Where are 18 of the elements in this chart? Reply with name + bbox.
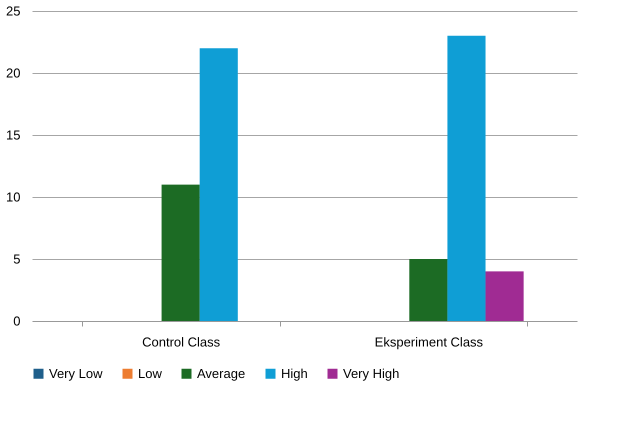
legend-label: Very Low: [49, 366, 104, 381]
y-tick-label: 5: [13, 252, 20, 266]
bar: [486, 271, 524, 321]
x-tick-label: Eksperiment Class: [374, 334, 484, 350]
y-tick-label: 10: [6, 190, 20, 204]
y-tick-label: 0: [13, 314, 20, 328]
legend-label: Very High: [343, 366, 400, 381]
y-tick-label: 15: [6, 128, 20, 142]
bar: [200, 48, 238, 321]
bar: [162, 184, 200, 321]
legend-label: Low: [138, 366, 162, 381]
y-tick-label: 20: [6, 66, 20, 80]
x-tick-label: Control Class: [142, 334, 221, 350]
bar: [447, 36, 486, 321]
y-tick-label: 25: [6, 4, 20, 18]
legend-label: High: [281, 366, 308, 381]
bar: [409, 259, 448, 321]
legend-label: Average: [197, 366, 246, 381]
